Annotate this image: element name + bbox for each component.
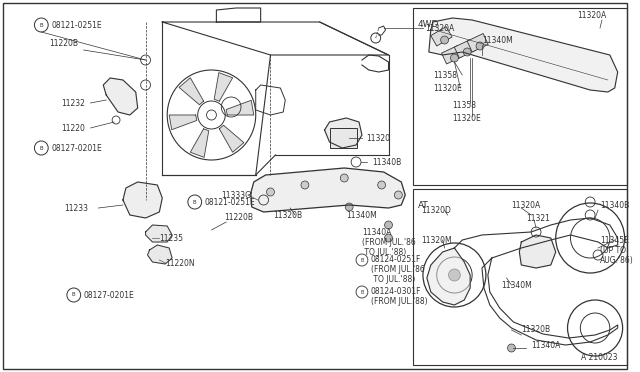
Circle shape <box>340 174 348 182</box>
Circle shape <box>301 181 309 189</box>
Text: 11333G: 11333G <box>221 190 251 199</box>
Circle shape <box>266 188 275 196</box>
Polygon shape <box>227 100 254 115</box>
Text: B: B <box>193 199 196 205</box>
Text: 11220: 11220 <box>61 124 85 132</box>
Text: 11345E: 11345E <box>600 235 629 244</box>
Polygon shape <box>179 78 204 105</box>
Text: 11320E: 11320E <box>433 83 461 93</box>
Bar <box>442 45 463 64</box>
Text: AUG.'86): AUG.'86) <box>600 256 634 264</box>
Text: 11321: 11321 <box>526 214 550 222</box>
Polygon shape <box>324 118 362 148</box>
Text: 08121-0251E: 08121-0251E <box>51 20 102 29</box>
Text: 11220B: 11220B <box>224 212 253 221</box>
Text: 08121-0251E: 08121-0251E <box>205 198 255 206</box>
Text: (FROM JUL.'88): (FROM JUL.'88) <box>371 298 428 307</box>
Text: 11340M: 11340M <box>346 211 377 219</box>
Text: 11320A: 11320A <box>511 201 541 209</box>
Text: 11340M: 11340M <box>502 280 532 289</box>
Text: 11340A: 11340A <box>362 228 391 237</box>
Polygon shape <box>214 73 232 101</box>
Text: TO JUL.'88): TO JUL.'88) <box>362 248 406 257</box>
Text: 11340M: 11340M <box>482 35 513 45</box>
Text: 08127-0201E: 08127-0201E <box>84 291 134 299</box>
Text: 11340B: 11340B <box>372 157 401 167</box>
Text: 11358: 11358 <box>433 71 457 80</box>
Polygon shape <box>145 225 172 242</box>
Text: 11220B: 11220B <box>49 38 78 48</box>
Text: 11235: 11235 <box>159 234 183 243</box>
Text: AT: AT <box>418 201 429 210</box>
Bar <box>431 27 452 46</box>
Text: (UP TO: (UP TO <box>600 246 626 254</box>
Text: 08124-0301F: 08124-0301F <box>371 288 421 296</box>
Text: 11220N: 11220N <box>165 259 195 267</box>
Text: B: B <box>40 22 43 28</box>
Text: 08127-0201E: 08127-0201E <box>51 144 102 153</box>
Circle shape <box>463 48 471 56</box>
Polygon shape <box>251 168 405 212</box>
Text: (FROM JUL.'86: (FROM JUL.'86 <box>371 266 424 275</box>
Circle shape <box>508 344 515 352</box>
Polygon shape <box>429 18 618 92</box>
Text: B: B <box>72 292 76 298</box>
Text: A 210023: A 210023 <box>581 353 618 362</box>
Polygon shape <box>123 182 163 218</box>
Text: 11320A: 11320A <box>578 10 607 19</box>
Text: TO JUL.'88): TO JUL.'88) <box>371 276 415 285</box>
Text: 11340B: 11340B <box>600 201 629 209</box>
Polygon shape <box>519 235 556 268</box>
Text: 11320D: 11320D <box>421 205 451 215</box>
Polygon shape <box>148 245 172 264</box>
Text: (FROM JUL.'86: (FROM JUL.'86 <box>362 238 416 247</box>
Text: 11320: 11320 <box>366 134 390 142</box>
Text: 11232: 11232 <box>61 99 85 108</box>
Circle shape <box>449 269 460 281</box>
Bar <box>467 33 488 52</box>
Text: 08124-0251F: 08124-0251F <box>371 256 421 264</box>
Text: 11233: 11233 <box>64 203 88 212</box>
Text: 4WD: 4WD <box>418 20 440 29</box>
Text: 11320B: 11320B <box>273 211 303 219</box>
Polygon shape <box>190 129 209 157</box>
Polygon shape <box>220 125 244 152</box>
Circle shape <box>385 234 392 242</box>
Text: B: B <box>360 257 364 263</box>
Text: B: B <box>40 145 43 151</box>
Bar <box>413 189 627 365</box>
Polygon shape <box>427 248 470 305</box>
Text: 11320B: 11320B <box>522 326 550 334</box>
Circle shape <box>345 203 353 211</box>
Circle shape <box>385 221 392 229</box>
Circle shape <box>476 42 484 50</box>
Bar <box>330 128 357 148</box>
Circle shape <box>394 191 403 199</box>
Circle shape <box>441 36 449 44</box>
Polygon shape <box>169 115 196 130</box>
Text: 11320M: 11320M <box>421 235 452 244</box>
Text: 11358: 11358 <box>452 100 476 109</box>
Circle shape <box>378 181 385 189</box>
Polygon shape <box>103 78 138 115</box>
Bar <box>454 39 476 58</box>
Text: 11320E: 11320E <box>452 113 481 122</box>
Text: B: B <box>360 289 364 295</box>
Text: 11340A: 11340A <box>531 340 561 350</box>
Circle shape <box>451 54 458 62</box>
Bar <box>413 8 627 185</box>
Text: 11320A: 11320A <box>425 23 454 32</box>
